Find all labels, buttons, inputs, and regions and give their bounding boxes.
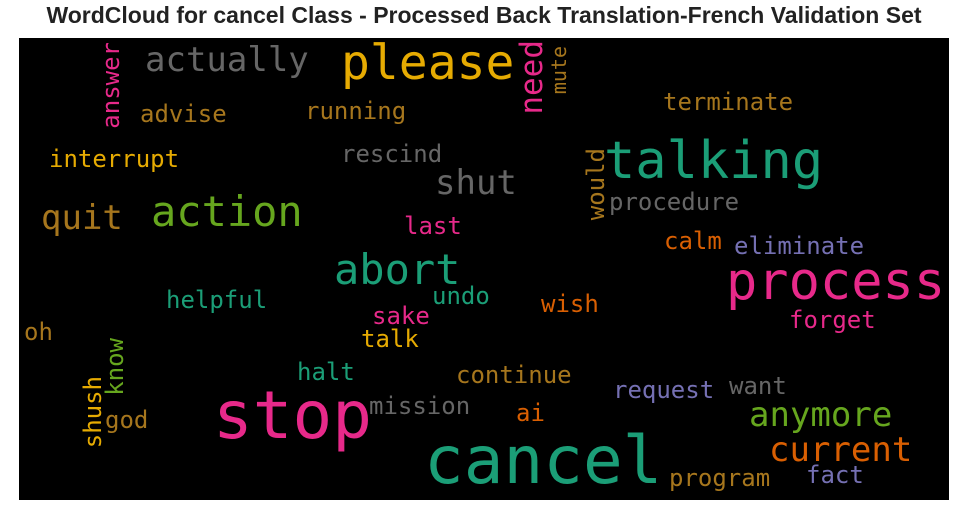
word-undo: undo [432, 282, 490, 310]
word-calm: calm [664, 227, 722, 255]
word-cloud: actually please answer need mute advise runnin… [19, 38, 949, 500]
word-need: need [514, 40, 550, 115]
word-program: program [669, 464, 771, 492]
word-would: would [582, 148, 610, 221]
word-forget: forget [789, 306, 876, 334]
word-please: please [341, 38, 515, 91]
word-procedure: procedure [609, 188, 740, 216]
word-rescind: rescind [341, 140, 443, 168]
word-anymore: anymore [749, 395, 893, 435]
word-god: god [105, 406, 149, 434]
word-current: current [769, 430, 913, 470]
word-interrupt: interrupt [49, 145, 180, 173]
word-shush: shush [79, 376, 107, 449]
word-process: process [726, 252, 946, 312]
word-mission: mission [369, 392, 471, 420]
word-request: request [613, 376, 715, 404]
chart-title: WordCloud for cancel Class - Processed B… [46, 2, 922, 28]
word-terminate: terminate [663, 88, 794, 116]
word-abort: abort [334, 245, 461, 294]
word-last: last [404, 212, 462, 240]
word-stop: stop [213, 377, 372, 454]
word-eliminate: eliminate [734, 232, 865, 260]
word-continue: continue [456, 361, 572, 389]
word-want: want [729, 372, 787, 400]
word-running: running [305, 97, 407, 125]
word-advise: advise [140, 100, 227, 128]
word-wish: wish [541, 290, 599, 318]
word-talk: talk [361, 325, 419, 353]
word-talking: talking [604, 131, 824, 191]
word-halt: halt [297, 358, 355, 386]
word-ai: ai [516, 399, 545, 427]
word-fact: fact [806, 461, 864, 489]
word-action: action [151, 187, 303, 236]
word-actually: actually [145, 40, 309, 80]
word-mute: mute [547, 46, 571, 95]
word-quit: quit [41, 198, 123, 238]
word-sake: sake [372, 302, 430, 330]
word-cancel: cancel [424, 422, 663, 499]
word-helpful: helpful [166, 286, 268, 314]
word-answer: answer [97, 42, 125, 129]
word-shut: shut [435, 163, 517, 203]
word-oh: oh [24, 318, 53, 346]
